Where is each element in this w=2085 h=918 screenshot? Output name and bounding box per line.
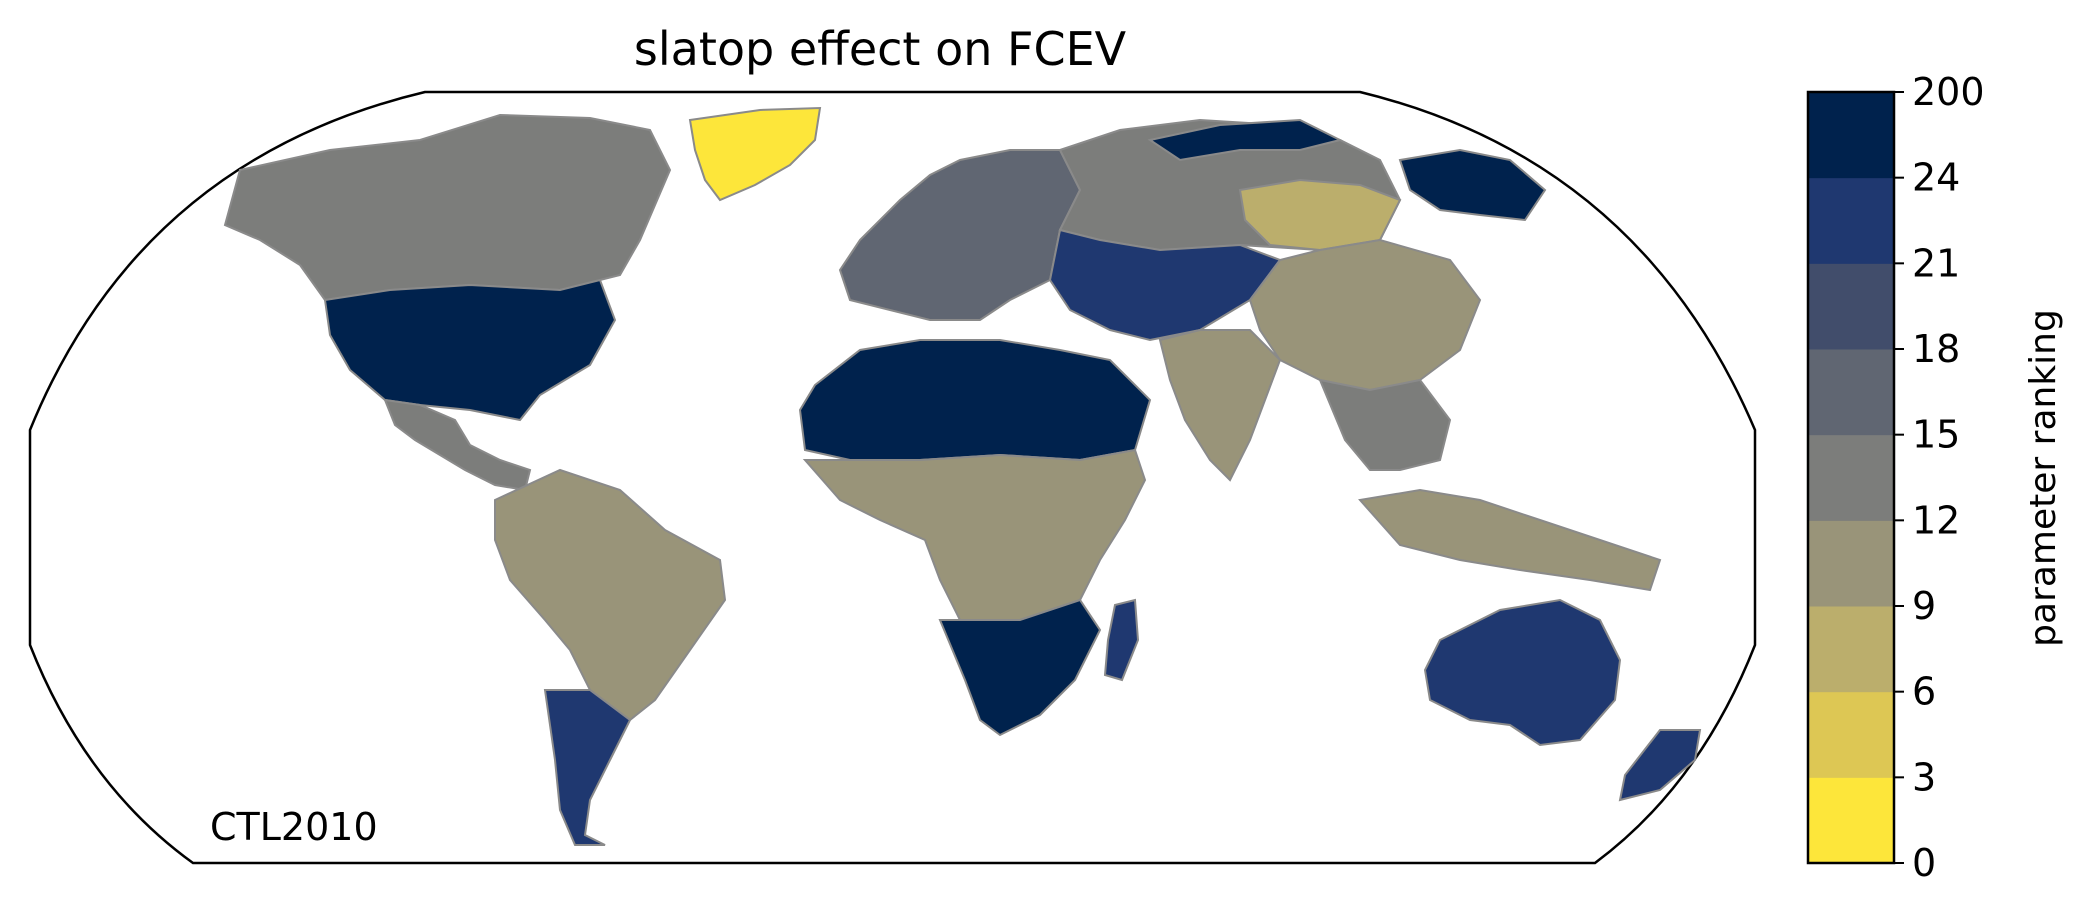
region-australia <box>1423 598 1622 747</box>
region-sub-saharan-africa <box>802 448 1147 621</box>
colorbar-border <box>1806 90 1896 865</box>
region-southern-africa <box>938 598 1102 737</box>
colorbar-segment <box>1808 263 1894 350</box>
colorbar-segment <box>1808 691 1894 778</box>
colorbar-segment <box>1808 177 1894 264</box>
colorbar-segment <box>1808 777 1894 864</box>
region-siberia <box>1147 118 1547 222</box>
colorbar-tick-label: 200 <box>1912 70 1985 114</box>
colorbar: 0 3 6 9 12 15 18 21 24 200 parameter ranking <box>1806 70 2064 885</box>
colorbar-segments <box>1808 92 1894 864</box>
colorbar-segment <box>1808 349 1894 436</box>
region-greenland <box>688 106 822 202</box>
experiment-label: CTL2010 <box>210 805 378 849</box>
land-regions <box>223 106 1702 846</box>
colorbar-tick-label: 24 <box>1912 156 1960 200</box>
colorbar-tick-label: 21 <box>1912 241 1960 285</box>
region-usa <box>323 278 617 422</box>
region-indonesia <box>1358 488 1662 592</box>
colorbar-tick-label: 15 <box>1912 413 1960 457</box>
colorbar-tick-label: 0 <box>1912 841 1936 885</box>
region-madagascar <box>1103 598 1140 682</box>
region-new-zealand <box>1618 729 1702 802</box>
colorbar-segment <box>1808 520 1894 607</box>
colorbar-ticks: 0 3 6 9 12 15 18 21 24 200 <box>1894 70 1985 885</box>
region-canada <box>223 113 672 302</box>
region-india <box>1158 329 1282 482</box>
colorbar-tick-label: 6 <box>1912 670 1936 714</box>
region-sahara <box>798 339 1152 462</box>
colorbar-label: parameter ranking <box>2023 309 2064 647</box>
colorbar-segment <box>1808 606 1894 693</box>
colorbar-tick-label: 3 <box>1912 755 1936 799</box>
map-title: slatop effect on FCEV <box>633 22 1127 76</box>
region-mongolia <box>1238 178 1402 252</box>
region-southeast-asia <box>1318 378 1452 471</box>
region-patagonia <box>543 689 632 846</box>
colorbar-tick-label: 12 <box>1912 498 1960 542</box>
colorbar-tick-label: 18 <box>1912 327 1960 371</box>
colorbar-tick-label: 9 <box>1912 584 1936 628</box>
region-central-asia <box>1048 228 1282 342</box>
region-south-america <box>494 468 727 722</box>
colorbar-segment <box>1808 434 1894 521</box>
colorbar-segment <box>1808 92 1894 179</box>
